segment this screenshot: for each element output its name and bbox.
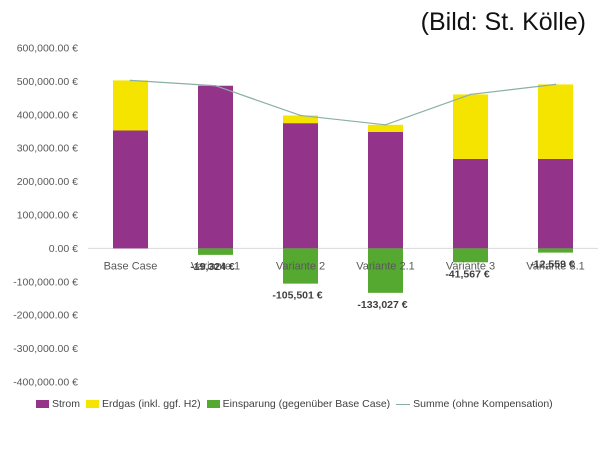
bar-erdgas [453, 94, 488, 159]
y-tick-label: -400,000.00 € [13, 377, 78, 389]
y-tick-label: 300,000.00 € [17, 143, 78, 155]
x-tick-label: Base Case [104, 260, 158, 272]
sum-line-path [130, 79, 556, 126]
x-tick-label: Variante 3 [446, 260, 495, 272]
bar-strom [453, 158, 488, 249]
sum-line-point [129, 79, 132, 82]
savings-data-label: -12,559 € [530, 259, 575, 271]
legend-item-summe: Summe (ohne Kompensation) [396, 398, 553, 410]
x-tick-label: Variante 2 [276, 260, 325, 272]
legend-swatch-summe [396, 403, 411, 405]
y-tick-label: -100,000.00 € [13, 276, 78, 288]
legend-label-summe: Summe (ohne Kompensation) [413, 398, 553, 410]
legend-label-erdgas: Erdgas (inkl. ggf. H2) [102, 398, 201, 410]
y-tick-label: 100,000.00 € [17, 210, 78, 222]
savings-data-label: -41,567 € [445, 268, 490, 280]
bar-strom [368, 131, 403, 249]
bar-erdgas [113, 80, 148, 131]
legend-item-strom: Strom [36, 398, 80, 410]
savings-data-label: -133,027 € [357, 299, 407, 311]
legend-swatch-erdgas [86, 400, 100, 408]
data-labels: Base Case Variante 1 Variante 2 Variante 2.… [104, 259, 585, 311]
bar-erdgas [538, 84, 573, 159]
x-tick-label: Variante 2.1 [356, 260, 415, 272]
y-tick-label: -300,000.00 € [13, 343, 78, 355]
savings-data-label: -19,324 € [190, 261, 235, 273]
sum-line [129, 79, 557, 126]
bar-einsparung [453, 248, 488, 263]
bar-einsparung [198, 248, 233, 255]
legend-swatch-strom [36, 400, 49, 408]
legend-swatch-einsparung [206, 400, 220, 408]
bar-erdgas [283, 115, 318, 124]
bar-strom [538, 158, 573, 249]
bar-strom [283, 123, 318, 249]
x-tick-label: Variante 3.1 [526, 260, 585, 272]
y-tick-label: -200,000.00 € [13, 310, 78, 322]
sum-line-point [214, 84, 217, 87]
y-tick-label: 600,000.00 € [17, 43, 78, 55]
y-tick-label: 500,000.00 € [17, 76, 78, 88]
sum-line-point [384, 124, 387, 126]
bars [113, 80, 573, 293]
bar-strom [113, 130, 148, 249]
bar-einsparung [538, 248, 573, 253]
sum-line-point [469, 93, 472, 96]
legend-label-einsparung: Einsparung (gegenüber Base Case) [222, 398, 391, 410]
bar-einsparung [368, 248, 403, 293]
x-tick-label: Variante 1 [191, 260, 240, 272]
sum-line-point [299, 114, 302, 117]
legend-item-einsparung: Einsparung (gegenüber Base Case) [206, 398, 391, 410]
y-tick-label: 0.00 € [49, 243, 78, 255]
legend-label-strom: Strom [52, 398, 81, 410]
sum-line-point [554, 83, 557, 86]
bar-erdgas [368, 124, 403, 132]
y-tick-label: 400,000.00 € [17, 109, 78, 121]
image-credit: (Bild: St. Kölle) [420, 8, 586, 36]
y-axis: 600,000.00 € 500,000.00 € 400,000.00 € 300,… [13, 43, 598, 389]
legend-item-erdgas: Erdgas (inkl. ggf. H2) [86, 398, 201, 410]
bar-einsparung [283, 248, 318, 284]
y-tick-label: 200,000.00 € [17, 176, 78, 188]
bar-strom [198, 85, 233, 249]
savings-data-label: -105,501 € [272, 290, 322, 302]
legend: Strom Erdgas (inkl. ggf. H2) Einsparung … [36, 398, 559, 410]
